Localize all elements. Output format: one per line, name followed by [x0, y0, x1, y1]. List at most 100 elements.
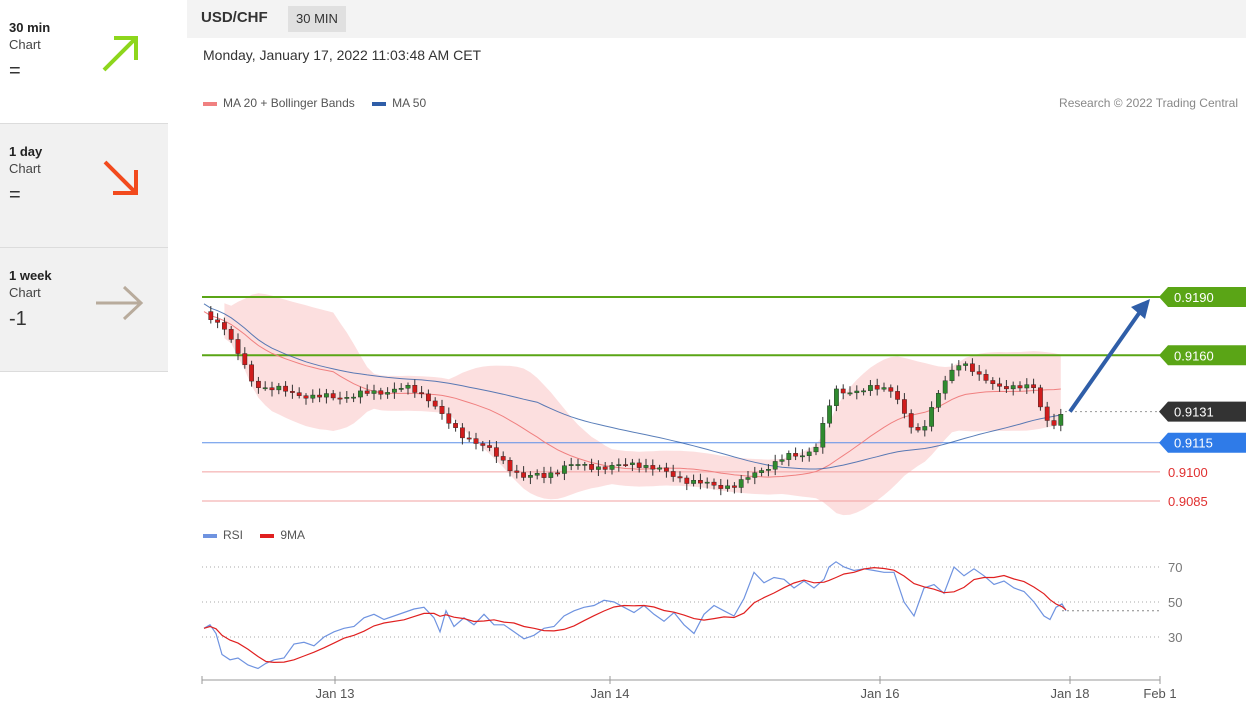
candle [868, 379, 873, 396]
candle-body [500, 456, 506, 461]
candle-body [609, 465, 615, 470]
level-tag-background [1159, 432, 1246, 453]
timeframe-score: = [9, 184, 21, 206]
timeframe-card-30min[interactable]: 30 min Chart = [0, 0, 168, 124]
candle-body [670, 471, 676, 477]
candle [779, 454, 785, 465]
candle [1017, 381, 1023, 392]
candle-body [834, 388, 839, 406]
candle [480, 440, 486, 452]
timeframe-subtitle: Chart [9, 285, 41, 300]
candle-body [970, 363, 975, 372]
level-label: 0.9131 [1174, 405, 1214, 420]
candle [929, 401, 935, 432]
candle [949, 363, 955, 384]
candle [725, 479, 731, 492]
rsi-line [203, 561, 1067, 670]
candle [895, 385, 901, 405]
candle [827, 399, 833, 428]
candle-body [677, 476, 683, 479]
x-tick-label: Jan 16 [860, 686, 899, 701]
candle-body [283, 385, 288, 392]
candle [405, 382, 411, 395]
candle-body [806, 451, 812, 456]
candle [732, 482, 737, 494]
candle [541, 466, 547, 484]
candle [745, 470, 751, 484]
candle [500, 451, 506, 465]
candle [1004, 380, 1009, 393]
candle-body [364, 390, 370, 394]
candle-body [460, 427, 465, 439]
candle [609, 462, 615, 475]
timeframe-card-1day[interactable]: 1 day Chart = [0, 124, 168, 248]
candle [664, 462, 669, 478]
candle-body [616, 464, 622, 466]
candle-body [766, 469, 771, 471]
candle [643, 458, 649, 473]
level-label: 0.9100 [1168, 465, 1208, 480]
rsi-panel: 70 50 30 [202, 560, 1182, 670]
research-credit: Research © 2022 Trading Central [1059, 96, 1238, 110]
timeframe-card-1week[interactable]: 1 week Chart -1 [0, 248, 168, 372]
candle [426, 389, 431, 408]
candle [902, 393, 907, 419]
candle-body [997, 383, 1003, 387]
candle-body [902, 399, 907, 414]
forecast-arrow-head [1131, 299, 1150, 319]
legend-label: 9MA [280, 528, 306, 542]
candle [684, 475, 690, 491]
candle [507, 457, 513, 477]
candle-body [358, 390, 363, 398]
candle [1037, 384, 1043, 411]
candle [602, 461, 608, 475]
candle [337, 391, 343, 405]
level-tag: 0.9160 [1159, 345, 1246, 366]
candle-body [487, 445, 492, 448]
candle [677, 471, 683, 483]
candle-body [303, 395, 309, 399]
x-tick-label: Feb 1 [1143, 686, 1176, 701]
candle [303, 393, 309, 405]
rsi-tick-label: 30 [1168, 630, 1182, 645]
candle-body [480, 443, 486, 446]
candle [262, 381, 268, 391]
candle [616, 458, 622, 472]
bollinger-band-area [224, 293, 1061, 516]
candle-body [494, 447, 499, 457]
candle-body [235, 339, 241, 354]
candle-body [827, 405, 833, 424]
candle [371, 384, 377, 400]
candle [786, 450, 792, 467]
candle-body [861, 390, 867, 393]
candle-body [228, 329, 234, 340]
timeframe-subtitle: Chart [9, 37, 41, 52]
candle [364, 384, 370, 397]
candle-body [664, 467, 669, 472]
candle [990, 377, 996, 390]
candle [344, 391, 350, 403]
candle-body [1031, 384, 1037, 388]
candle [650, 459, 656, 476]
level-tag-background [1159, 345, 1246, 366]
candle [283, 381, 288, 397]
candle [840, 384, 846, 400]
candle-body [548, 472, 554, 478]
level-label: 0.9115 [1174, 436, 1213, 451]
candle-body [888, 387, 894, 392]
x-tick-label: Jan 18 [1050, 686, 1089, 701]
legend-swatch [203, 101, 217, 106]
timeframe-badge[interactable]: 30 MIN [288, 6, 346, 32]
ma50-line [203, 303, 1061, 470]
candle-body [772, 461, 778, 470]
candle-body [385, 392, 390, 395]
candle [1010, 381, 1016, 396]
candle-body [575, 464, 581, 466]
candle [392, 382, 397, 399]
candle-body [412, 385, 418, 393]
candle [419, 386, 424, 399]
candle-body [269, 387, 275, 391]
candle-body [1017, 385, 1023, 389]
candle-body [793, 453, 799, 457]
